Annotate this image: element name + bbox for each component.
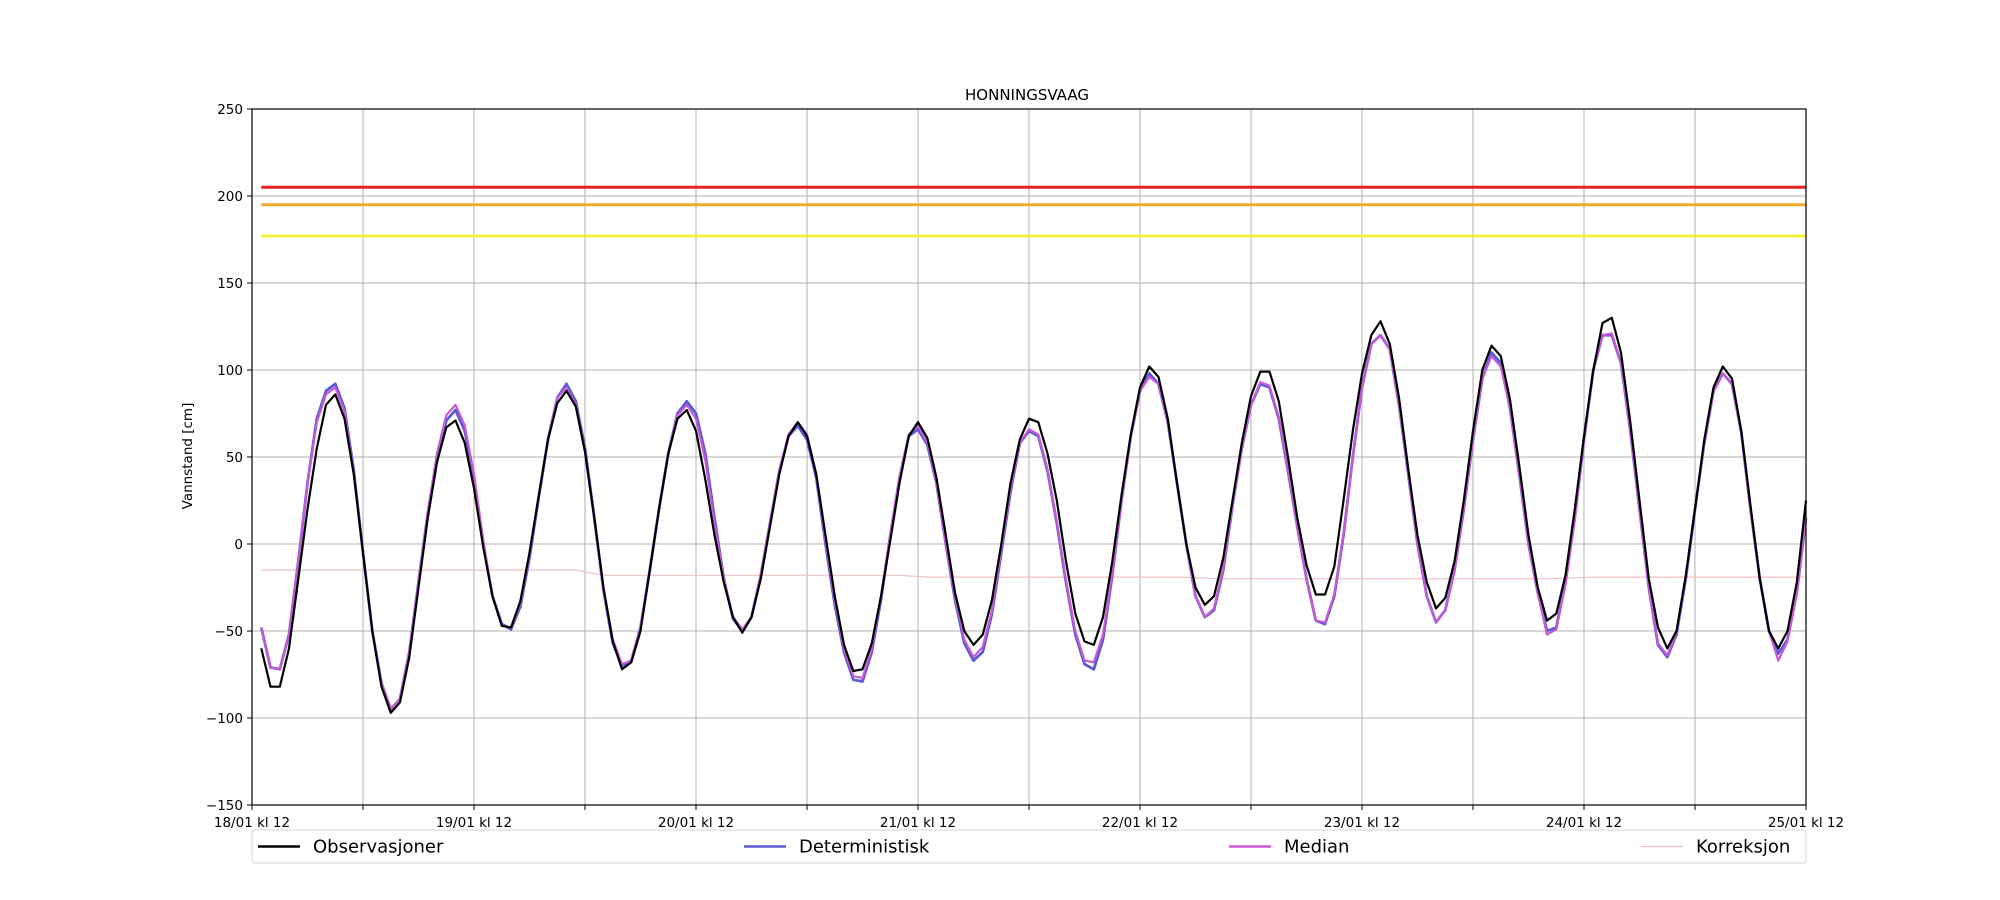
y-tick-label: 50 [226,450,243,466]
legend-label: Observasjoner [313,837,444,858]
y-axis: −150 −100 −50 0 50 100 150 200 250 [206,102,252,814]
legend: Observasjoner Deterministisk Median Korreks… [251,829,1807,864]
legend-box [251,829,1807,864]
series-line-korreksjon [261,569,1806,580]
y-axis-label: Vannstand [cm] [180,403,196,510]
legend-label: Deterministisk [799,837,930,858]
x-tick-label: 20/01 kl 12 [658,815,734,831]
threshold-lines [261,185,1806,238]
series-lines [259,316,1808,714]
y-tick-label: −100 [206,711,243,727]
x-tick-label: 19/01 kl 12 [436,815,512,831]
y-tick-label: −50 [215,624,244,640]
x-tick-label: 23/01 kl 12 [1324,815,1400,831]
legend-label: Median [1284,837,1349,858]
y-tick-label: 150 [217,276,243,292]
y-tick-label: 200 [217,189,243,205]
chart-title: HONNINGSVAAG [965,86,1089,104]
x-tick-label: 25/01 kl 12 [1768,815,1844,831]
x-tick-label: 24/01 kl 12 [1546,815,1622,831]
x-axis: 18/01 kl 12 19/01 kl 12 20/01 kl 12 21/01 k… [214,805,1844,831]
x-tick-label: 21/01 kl 12 [880,815,956,831]
legend-label: Korreksjon [1696,837,1790,858]
y-tick-label: 100 [217,363,243,379]
series-line-observasjoner [260,316,1808,714]
x-tick-label: 22/01 kl 12 [1102,815,1178,831]
y-tick-label: 250 [217,102,243,118]
series-line-deterministisk [259,333,1808,711]
y-tick-label: −150 [206,798,243,814]
y-tick-label: 0 [234,537,243,553]
x-tick-label: 18/01 kl 12 [214,815,290,831]
